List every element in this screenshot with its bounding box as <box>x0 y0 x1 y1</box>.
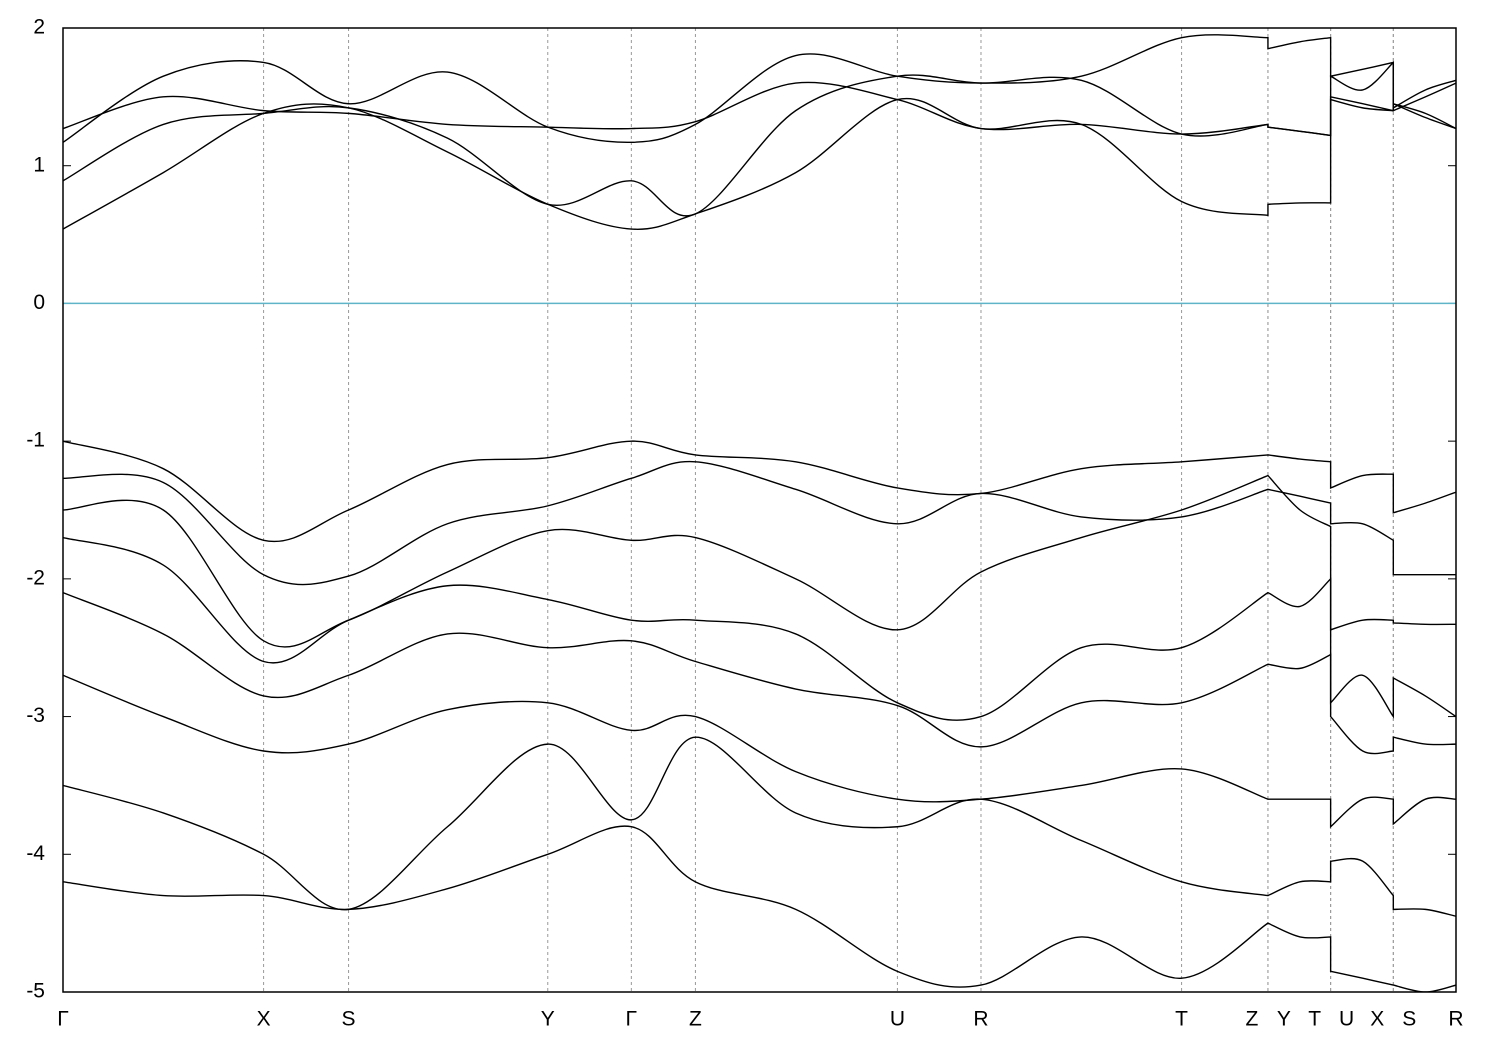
x-tick-label: U <box>1339 1008 1354 1031</box>
band <box>63 474 1456 648</box>
band <box>63 825 1456 992</box>
y-tick-label: 0 <box>33 291 45 314</box>
x-tick-label: R <box>1448 1008 1463 1031</box>
y-tick-label: 1 <box>33 153 45 176</box>
y-tick-label: -4 <box>26 842 45 865</box>
x-tick-label: Γ <box>626 1008 638 1031</box>
x-tick-label: S <box>1402 1008 1416 1031</box>
x-tick-label: Z <box>1246 1008 1259 1031</box>
band <box>63 97 1456 230</box>
x-tick-label: T <box>1308 1008 1321 1031</box>
band <box>63 34 1456 144</box>
x-tick-label: S <box>342 1008 356 1031</box>
x-tick-label: U <box>890 1008 905 1031</box>
x-tick-label: X <box>1370 1008 1384 1031</box>
band <box>63 81 1456 137</box>
band <box>63 60 1456 217</box>
band <box>63 440 1456 543</box>
band <box>63 536 1456 721</box>
band <box>63 591 1456 755</box>
x-tick-label: Y <box>541 1008 555 1031</box>
y-tick-label: 2 <box>33 16 45 39</box>
y-tick-label: -3 <box>26 704 45 727</box>
x-tick-label: Z <box>689 1008 702 1031</box>
x-tick-label: Γ <box>57 1008 69 1031</box>
bands <box>63 34 1456 992</box>
y-tick-label: -5 <box>26 980 45 1003</box>
band <box>63 736 1456 917</box>
x-tick-label: T <box>1175 1008 1188 1031</box>
x-tick-label: Y <box>1277 1008 1291 1031</box>
x-tick-label: R <box>973 1008 988 1031</box>
plot-frame <box>62 27 1457 993</box>
y-tick-label: -2 <box>26 566 45 589</box>
y-tick-label: -1 <box>26 429 45 452</box>
grid <box>63 27 1456 993</box>
band <box>63 674 1456 829</box>
x-tick-label: X <box>257 1008 271 1031</box>
band <box>63 460 1456 586</box>
